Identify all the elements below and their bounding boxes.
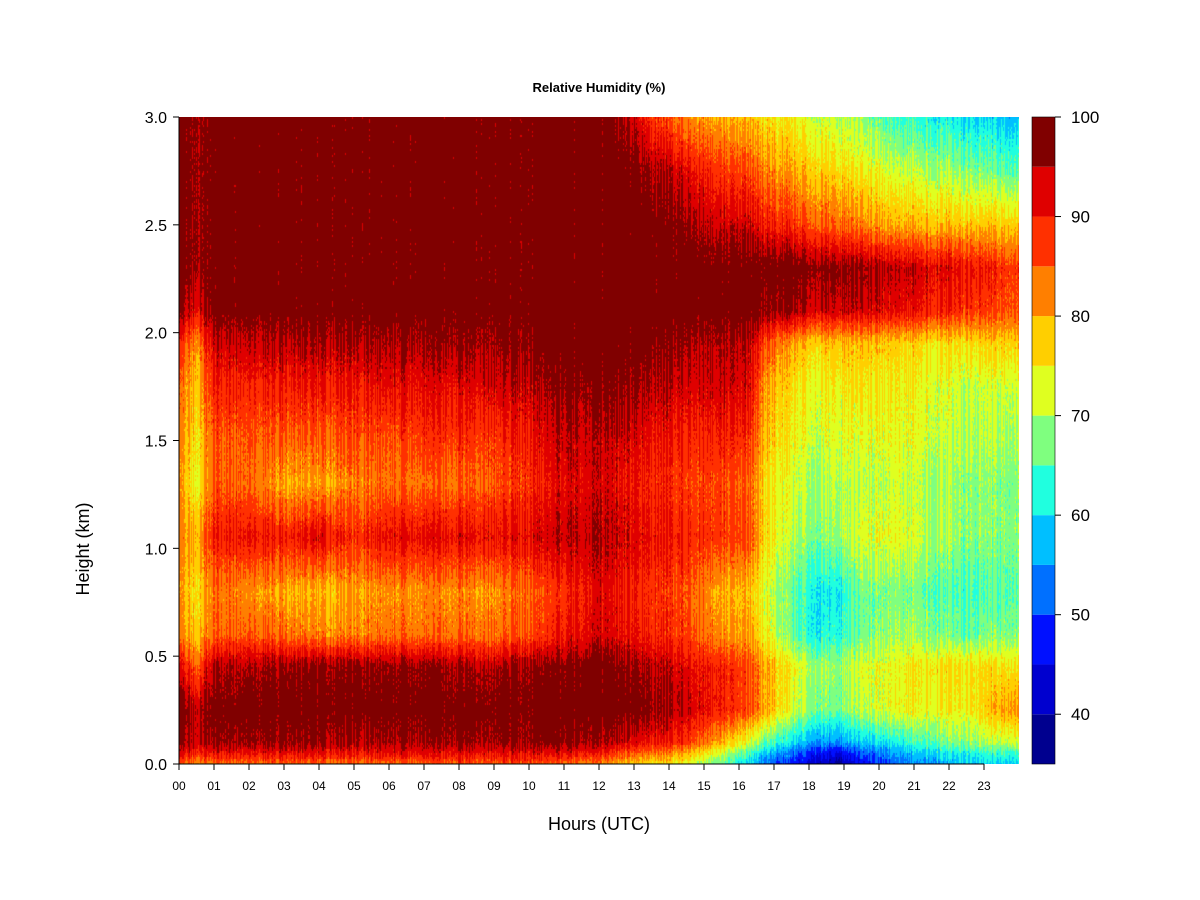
x-tick-label: 01 — [207, 779, 221, 793]
x-tick-label: 17 — [767, 779, 781, 793]
colorbar-swatch — [1032, 117, 1055, 167]
y-tick-label: 0.5 — [145, 649, 167, 666]
x-tick-label: 11 — [558, 779, 571, 793]
x-tick-label: 19 — [837, 779, 851, 793]
x-tick-label: 21 — [907, 779, 921, 793]
y-tick-label: 0.0 — [145, 757, 167, 774]
colorbar-tick-label: 40 — [1071, 705, 1090, 724]
x-tick-label: 04 — [312, 779, 326, 793]
x-tick-label: 10 — [522, 779, 536, 793]
colorbar-swatch — [1032, 714, 1055, 764]
colorbar-tick-label: 90 — [1071, 208, 1090, 227]
x-tick-label: 12 — [592, 779, 606, 793]
colorbar-swatch — [1032, 166, 1055, 217]
y-tick-label: 3.0 — [145, 110, 167, 127]
x-tick-label: 09 — [487, 779, 501, 793]
x-tick-label: 06 — [382, 779, 396, 793]
y-tick-label: 1.0 — [145, 541, 167, 558]
y-tick-label: 2.0 — [145, 326, 167, 343]
colorbar-swatch — [1032, 266, 1055, 317]
x-tick-label: 16 — [732, 779, 746, 793]
x-tick-label: 23 — [977, 779, 991, 793]
heatmap-area — [179, 117, 1019, 764]
colorbar-swatch — [1032, 216, 1055, 267]
y-tick-label: 2.5 — [145, 218, 167, 235]
colorbar-swatch — [1032, 614, 1055, 665]
x-tick-label: 02 — [242, 779, 256, 793]
x-tick-label: 20 — [872, 779, 886, 793]
x-tick-label: 07 — [417, 779, 431, 793]
y-axis-title: Height (km) — [73, 502, 93, 595]
colorbar-border — [1031, 116, 1056, 765]
colorbar-tick-label: 80 — [1071, 307, 1090, 326]
y-tick-label: 1.5 — [145, 434, 167, 451]
x-axis-title: Hours (UTC) — [548, 814, 650, 834]
x-tick-label: 08 — [452, 779, 466, 793]
colorbar-swatch — [1032, 465, 1055, 516]
colorbar-tick-label: 60 — [1071, 506, 1090, 525]
colorbar-swatch — [1032, 515, 1055, 565]
colorbar: 40 50 60 70 80 90 100 — [1031, 108, 1099, 765]
heatmap-canvas — [179, 117, 1019, 764]
x-tick-label: 15 — [697, 779, 711, 793]
colorbar-swatch — [1032, 365, 1055, 416]
colorbar-tick-label: 70 — [1071, 407, 1090, 426]
y-axis: 0.0 0.5 1.0 1.5 2.0 2.5 3.0 — [145, 110, 180, 774]
x-tick-label: 14 — [662, 779, 676, 793]
colorbar-tick-label: 100 — [1071, 108, 1099, 127]
x-tick-label: 05 — [347, 779, 361, 793]
colorbar-swatch — [1032, 664, 1055, 715]
x-tick-label: 13 — [627, 779, 641, 793]
x-tick-label: 18 — [802, 779, 816, 793]
chart-title: Relative Humidity (%) — [533, 80, 666, 95]
x-axis: 00 01 02 03 04 05 06 07 08 09 10 11 12 13 14 15 16 17 18 19… — [172, 763, 991, 793]
x-tick-label: 00 — [172, 779, 186, 793]
colorbar-swatch — [1032, 564, 1055, 615]
x-tick-label: 22 — [942, 779, 956, 793]
x-tick-label: 03 — [277, 779, 291, 793]
colorbar-tick-label: 50 — [1071, 606, 1090, 625]
colorbar-swatch — [1032, 415, 1055, 466]
colorbar-swatch — [1032, 316, 1055, 366]
